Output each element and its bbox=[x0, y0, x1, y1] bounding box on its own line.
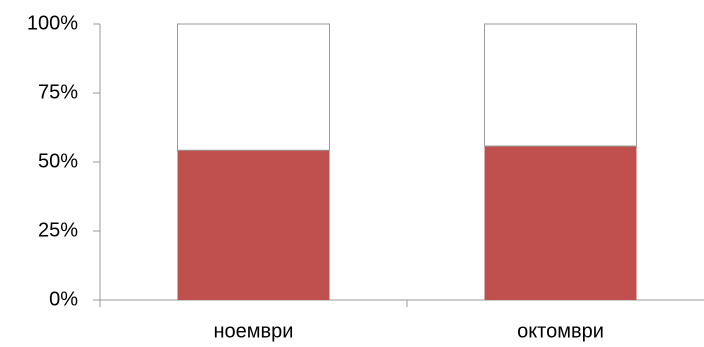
y-tick-label: 25% bbox=[38, 219, 78, 241]
bar-segment bbox=[484, 23, 637, 147]
y-tick-label: 75% bbox=[38, 81, 78, 103]
x-tick-label: ноември bbox=[214, 320, 294, 342]
y-tick-label: 0% bbox=[49, 288, 78, 310]
x-tick-label: октомври bbox=[517, 320, 604, 342]
bar-segment bbox=[177, 23, 330, 151]
bar-segment bbox=[484, 146, 637, 300]
bar-segment bbox=[177, 150, 330, 300]
y-tick-label: 100% bbox=[27, 12, 78, 34]
y-tick-label: 50% bbox=[38, 150, 78, 172]
